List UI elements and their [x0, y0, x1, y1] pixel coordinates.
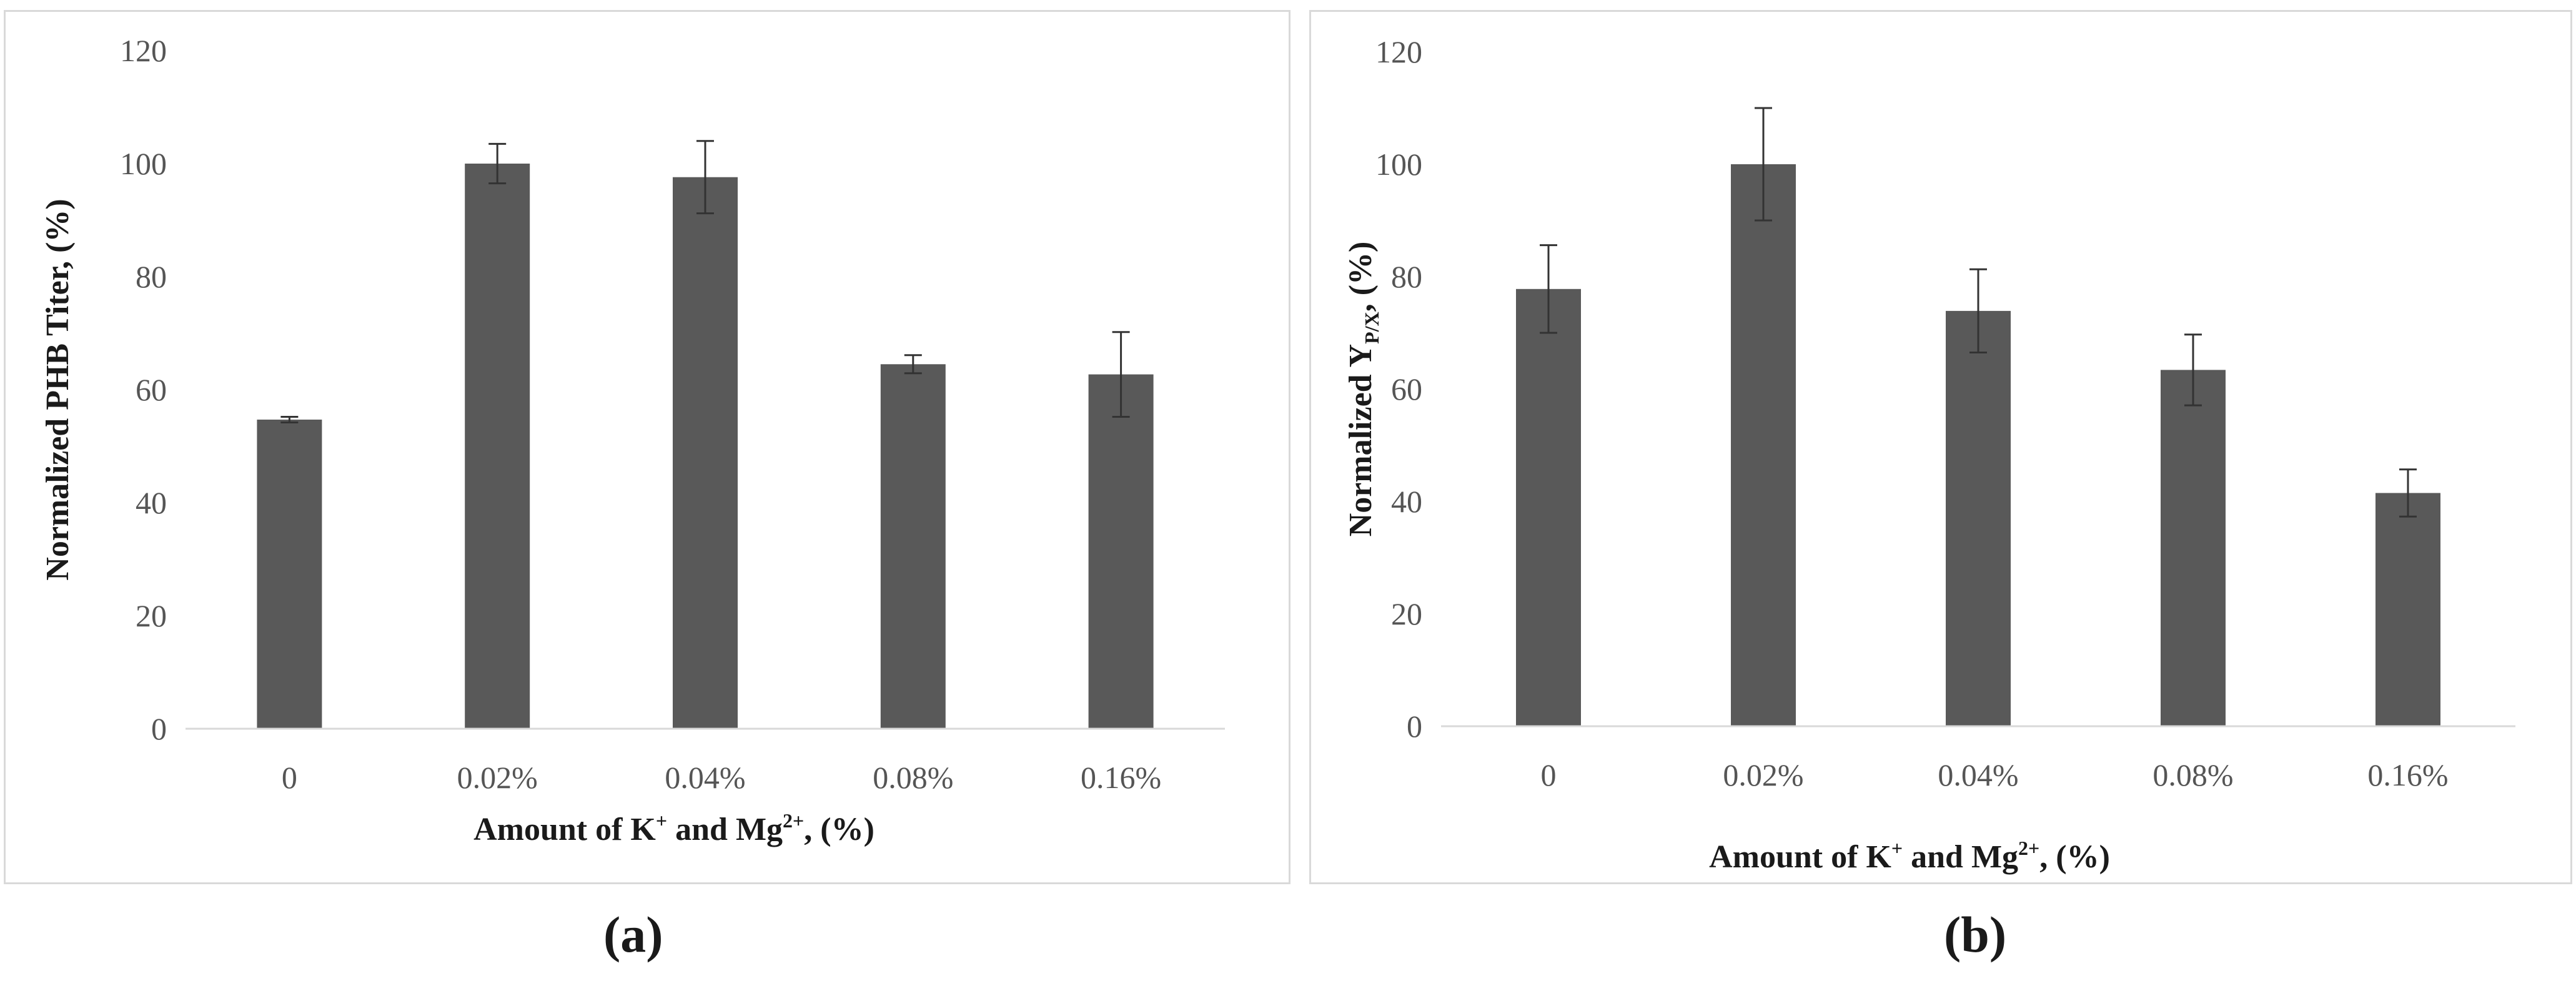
y-tick-label: 100: [1375, 147, 1422, 182]
x-tick-label: 0.08%: [873, 760, 953, 795]
x-tick-label: 0: [282, 760, 297, 795]
y-tick-label: 0: [151, 711, 167, 746]
x-tick-label: 0.08%: [2152, 757, 2233, 792]
y-tick-label: 20: [1391, 596, 1422, 631]
bar: [1946, 310, 2011, 726]
error-bar: [1755, 107, 1772, 222]
y-axis-title: Normalized YP/X, (%): [1343, 242, 1383, 537]
y-axis-title: Normalized PHB Titer, (%): [40, 199, 76, 580]
error-bar: [1540, 244, 1557, 334]
bar: [1088, 374, 1154, 729]
error-bar: [2184, 333, 2202, 407]
y-tick-label: 40: [136, 485, 167, 520]
panel-label-b: (b): [1944, 906, 2007, 963]
bar: [257, 419, 322, 729]
error-bar: [1112, 331, 1130, 418]
error-bar: [696, 140, 714, 215]
bar-chart-b: 0 20 40 60 80 100 120 0 0.02% 0.04% 0.08% 0.16% Amou…: [1343, 34, 2515, 875]
y-tick-label: 120: [1375, 34, 1422, 69]
x-tick-label: 0.16%: [2367, 757, 2448, 792]
y-tick-label: 0: [1407, 709, 1422, 744]
y-tick-label: 80: [1391, 259, 1422, 294]
x-axis-title: Amount of K+ and Mg2+, (%): [1709, 837, 2110, 875]
x-tick-label: 0.02%: [457, 760, 538, 795]
bar: [1731, 164, 1796, 726]
x-tick-label: 0: [1541, 757, 1557, 792]
bar: [1516, 288, 1581, 726]
bar-chart-a: 0 20 40 60 80 100 120 0 0.02% 0.04% 0.08% 0.16% Amou…: [40, 33, 1225, 847]
panel-label-a: (a): [603, 906, 663, 963]
y-tick-label: 120: [120, 33, 167, 68]
error-bar: [488, 142, 507, 185]
x-tick-label: 0.02%: [1723, 757, 1803, 792]
bar: [2375, 493, 2440, 726]
x-tick-label: 0.16%: [1081, 760, 1161, 795]
chart-panel-a: 0 20 40 60 80 100 120 0 0.02% 0.04% 0.08% 0.16% Amou…: [4, 10, 1290, 884]
y-tick-label: 40: [1391, 484, 1422, 519]
error-bar: [2399, 468, 2417, 518]
y-tick-label: 60: [1391, 372, 1422, 407]
bar: [673, 177, 738, 729]
y-tick-label: 20: [136, 598, 167, 633]
x-tick-label: 0.04%: [1938, 757, 2018, 792]
y-tick-label: 100: [120, 146, 167, 181]
bar: [465, 164, 530, 729]
bar: [2161, 370, 2226, 726]
error-bar: [280, 415, 299, 423]
y-tick-label: 60: [136, 372, 167, 407]
bar: [880, 364, 946, 729]
error-bar: [904, 354, 922, 375]
error-bar: [1969, 268, 1987, 353]
y-tick-label: 80: [136, 259, 167, 294]
chart-panel-b: 0 20 40 60 80 100 120 0 0.02% 0.04% 0.08% 0.16% Amou…: [1309, 10, 2572, 884]
x-tick-label: 0.04%: [665, 760, 745, 795]
x-axis-title: Amount of K+ and Mg2+, (%): [473, 809, 874, 847]
